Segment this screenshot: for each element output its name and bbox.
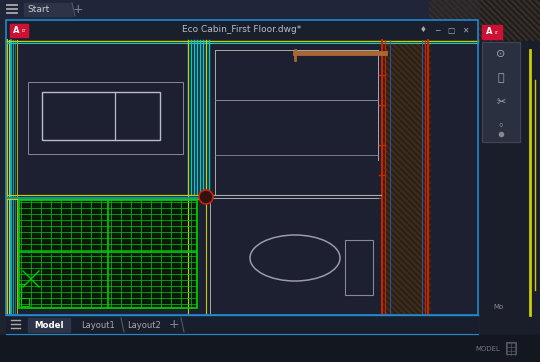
Text: A: A [13,26,19,35]
Bar [482,42,520,142]
Bar [19,254,197,308]
Text: ✂: ✂ [496,97,505,107]
Bar [382,40,430,315]
Text: +: + [168,319,179,332]
Bar [28,82,183,154]
Bar [6,315,478,335]
Text: LT: LT [21,29,26,33]
Bar [6,40,478,315]
Text: □: □ [447,25,455,34]
Text: ♦: ♦ [420,25,427,34]
Text: A: A [486,28,492,37]
Bar [6,20,478,40]
Bar [42,92,160,140]
Text: LT: LT [495,31,499,35]
Bar [0,335,540,362]
Bar [482,25,502,39]
Text: +: + [73,3,83,16]
Text: Start: Start [27,5,49,14]
Text: MODEL: MODEL [476,346,501,352]
Text: ─: ─ [435,25,440,34]
Bar [21,298,29,306]
Bar [19,200,197,308]
Text: Eco Cabin_First Floor.dwg*: Eco Cabin_First Floor.dwg* [183,25,302,34]
Bar [506,342,516,354]
Bar [24,3,72,16]
Bar [28,318,70,332]
Ellipse shape [199,190,213,204]
Bar [6,20,478,315]
Text: Model: Model [34,320,64,329]
Bar [345,240,373,295]
Text: ✕: ✕ [462,25,468,34]
Text: Layout1: Layout1 [81,320,115,329]
Bar [0,0,540,18]
Text: Layout2: Layout2 [127,320,161,329]
Bar [10,24,28,37]
Text: Mo: Mo [493,304,503,310]
Bar [480,0,540,362]
Bar [482,42,520,142]
Text: ⊙: ⊙ [496,49,505,59]
Text: ◦: ◦ [498,121,504,131]
Text: ✋: ✋ [498,73,504,83]
Bar [19,200,197,252]
